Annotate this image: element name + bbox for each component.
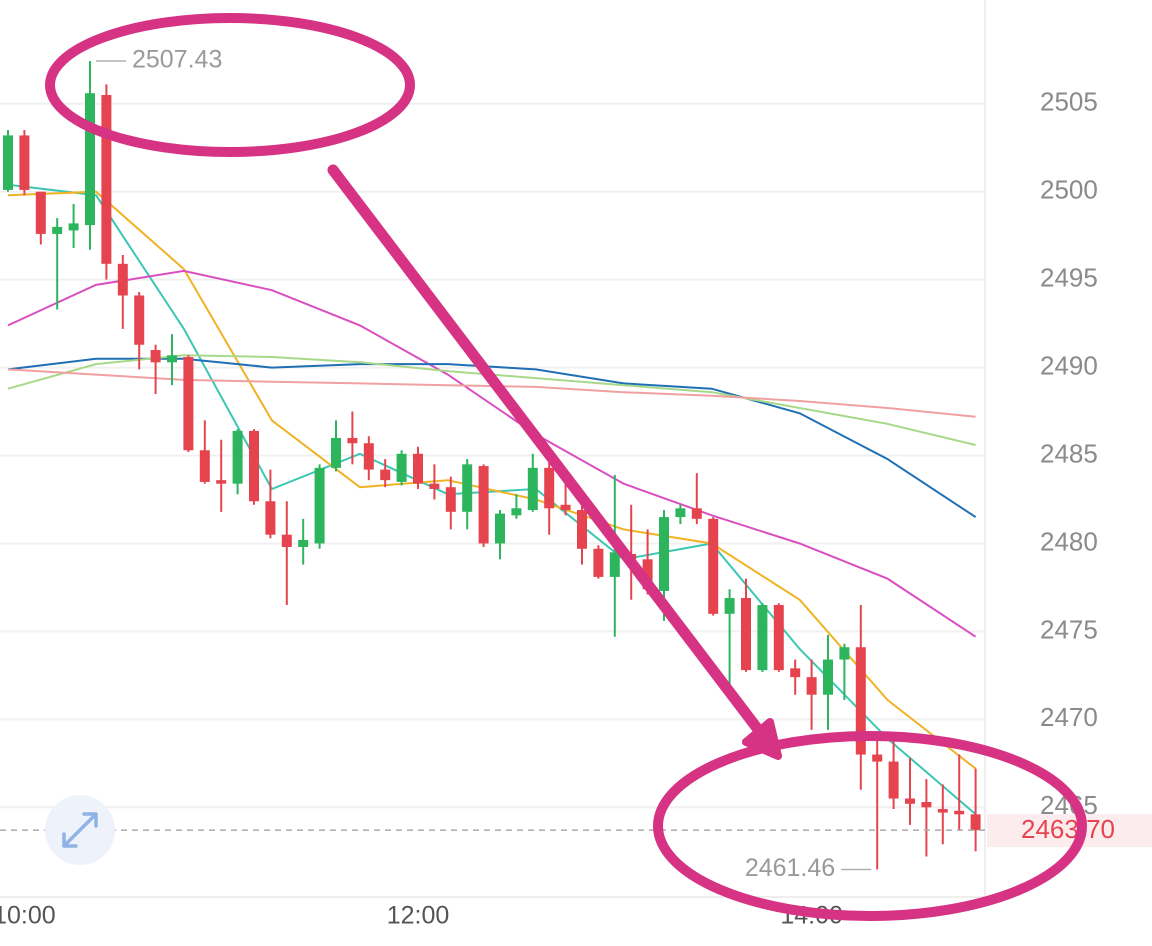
annotations bbox=[45, 13, 1087, 921]
candle-body bbox=[659, 517, 669, 591]
candle-body bbox=[429, 483, 440, 489]
candle-body bbox=[691, 508, 702, 519]
y-tick-label: 2470 bbox=[1040, 702, 1098, 732]
candle-body bbox=[724, 598, 735, 614]
annotation-ellipse bbox=[45, 13, 415, 157]
grid bbox=[0, 102, 985, 809]
candle-body bbox=[314, 467, 325, 544]
last-price-label: 2463.70 bbox=[1021, 814, 1115, 844]
candle-body bbox=[954, 810, 965, 815]
candle-body bbox=[544, 467, 555, 509]
candle-body bbox=[970, 814, 981, 831]
candle-body bbox=[806, 677, 817, 695]
candle-body bbox=[413, 453, 423, 484]
y-tick-label: 2490 bbox=[1040, 350, 1098, 380]
high-label: 2507.43 bbox=[132, 46, 222, 74]
arrow-head bbox=[742, 718, 782, 760]
candle-body bbox=[35, 191, 46, 234]
candle-body bbox=[216, 480, 227, 484]
candle-body bbox=[577, 510, 587, 549]
candle-body bbox=[905, 798, 915, 804]
candle-body bbox=[921, 802, 932, 808]
candle-body bbox=[445, 487, 456, 512]
candle-body bbox=[839, 647, 850, 660]
candle-body bbox=[495, 513, 505, 544]
ma-line bbox=[7, 190, 977, 770]
candle-body bbox=[675, 508, 686, 518]
ma-line bbox=[7, 269, 977, 638]
ma-line bbox=[7, 354, 976, 446]
candle-body bbox=[609, 552, 620, 577]
low-label: 2461.46 bbox=[745, 854, 835, 882]
y-tick-label: 2480 bbox=[1040, 526, 1098, 556]
candle-body bbox=[380, 469, 391, 481]
ma-line bbox=[7, 183, 977, 816]
candle-body bbox=[183, 357, 194, 451]
candle-body bbox=[560, 504, 571, 511]
candle-body bbox=[150, 350, 161, 363]
candle-body bbox=[68, 223, 79, 231]
candle-body bbox=[298, 539, 309, 547]
candle-body bbox=[265, 501, 276, 535]
candle-body bbox=[790, 668, 801, 678]
candle-body bbox=[117, 263, 128, 296]
candle-body bbox=[363, 443, 374, 470]
candle-body bbox=[167, 355, 177, 363]
annotation-ellipse bbox=[653, 731, 1087, 921]
candle-body bbox=[3, 135, 13, 190]
candle-body bbox=[855, 647, 866, 755]
expand-icon[interactable] bbox=[62, 812, 98, 848]
candle-body bbox=[823, 659, 833, 695]
candle-body bbox=[888, 761, 899, 799]
candle-body bbox=[937, 809, 948, 813]
x-tick-label: 12:00 bbox=[387, 902, 450, 930]
candle-body bbox=[199, 450, 210, 482]
candle-body bbox=[134, 295, 145, 345]
candle-body bbox=[642, 559, 653, 590]
candle-body bbox=[85, 93, 95, 226]
y-tick-label: 2485 bbox=[1040, 438, 1098, 468]
y-tick-label: 2500 bbox=[1040, 175, 1098, 205]
x-tick-label: 10:00 bbox=[0, 902, 56, 930]
y-tick-label: 2505 bbox=[1040, 87, 1098, 117]
candle-body bbox=[281, 534, 292, 547]
y-tick-label: 2495 bbox=[1040, 263, 1098, 293]
candles bbox=[3, 61, 981, 870]
candle-body bbox=[593, 548, 604, 577]
candle-body bbox=[527, 467, 538, 511]
candle-body bbox=[757, 605, 768, 671]
candle-body bbox=[872, 754, 883, 762]
candle-body bbox=[101, 94, 112, 264]
candle-body bbox=[347, 437, 358, 444]
candle-body bbox=[773, 605, 784, 671]
candle-body bbox=[462, 464, 473, 512]
labels: 24652470247524802485249024952500250510:0… bbox=[0, 46, 1152, 930]
candle-body bbox=[741, 598, 751, 671]
expand-button[interactable] bbox=[45, 795, 115, 865]
candle-body bbox=[478, 466, 489, 544]
candle-body bbox=[19, 135, 30, 190]
candle-body bbox=[52, 226, 63, 234]
candle-body bbox=[232, 430, 243, 484]
last-price-box bbox=[987, 814, 1152, 848]
y-tick-label: 2475 bbox=[1040, 614, 1098, 644]
candle-body bbox=[396, 453, 407, 482]
annotation-arrow bbox=[327, 164, 766, 738]
candle-body bbox=[331, 437, 341, 468]
candle-body bbox=[511, 508, 522, 516]
candle-body bbox=[708, 518, 719, 614]
candle-body bbox=[249, 430, 259, 502]
